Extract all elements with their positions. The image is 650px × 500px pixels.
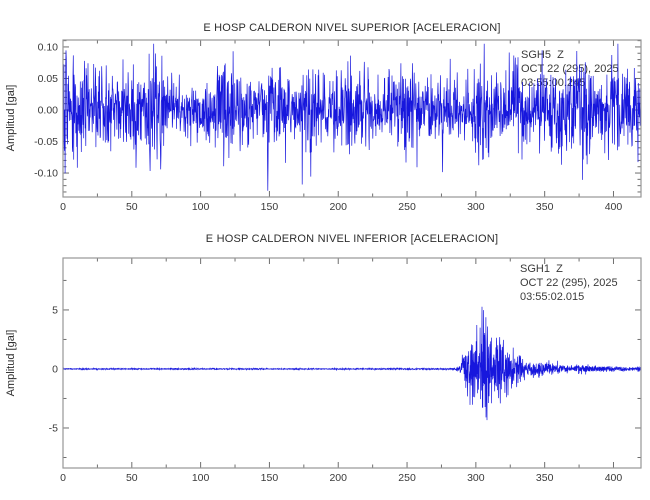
y-tick-label: 5 xyxy=(52,305,58,317)
trace-inferior xyxy=(62,306,642,421)
x-tick-label: 200 xyxy=(329,201,347,213)
x-tick-label: 300 xyxy=(467,201,485,213)
inferior-chart-svg: E HOSP CALDERON NIVEL INFERIOR [ACELERAC… xyxy=(5,233,642,484)
frame-superior xyxy=(62,39,642,198)
station-annotation-inferior: SGH1 Z OCT 22 (295), 2025 03:55:02.015 xyxy=(520,263,618,303)
y-tick-label: -0.05 xyxy=(34,136,58,148)
seismic-trace xyxy=(62,306,642,421)
y-tick-label: 0 xyxy=(52,364,58,376)
plot-frame xyxy=(62,39,642,198)
trace-superior xyxy=(62,43,642,191)
chart-title-superior: E HOSP CALDERON NIVEL SUPERIOR [ACELERAC… xyxy=(203,22,500,34)
x-tick-label: 0 xyxy=(60,201,66,213)
y-tick-label: -5 xyxy=(49,423,58,435)
plot-frame xyxy=(62,257,642,469)
frame-inferior xyxy=(62,257,642,469)
chart-title-inferior: E HOSP CALDERON NIVEL INFERIOR [ACELERAC… xyxy=(206,233,498,245)
y-tick-label: 0.00 xyxy=(38,105,59,117)
x-tick-label: 100 xyxy=(192,472,210,484)
chart-superior: E HOSP CALDERON NIVEL SUPERIOR [ACELERAC… xyxy=(0,0,650,228)
x-tick-label: 400 xyxy=(605,472,623,484)
y-axis-label-superior: Amplitud [gal] xyxy=(5,85,17,152)
x-tick-label: 0 xyxy=(60,472,66,484)
x-tick-label: 200 xyxy=(329,472,347,484)
station-code: SGH1 Z xyxy=(520,263,563,275)
station-time: 03:55:02.015 xyxy=(520,291,584,303)
y-axis-label-inferior: Amplitud [gal] xyxy=(5,330,17,397)
y-tick-label: 0.05 xyxy=(38,73,59,85)
x-tick-label: 350 xyxy=(536,472,554,484)
x-tick-label: 400 xyxy=(605,201,623,213)
chart-inferior: E HOSP CALDERON NIVEL INFERIOR [ACELERAC… xyxy=(0,228,650,500)
x-tick-label: 250 xyxy=(398,472,416,484)
superior-chart-svg: E HOSP CALDERON NIVEL SUPERIOR [ACELERAC… xyxy=(5,22,642,213)
station-date: OCT 22 (295), 2025 xyxy=(520,277,618,289)
x-tick-label: 350 xyxy=(536,201,554,213)
x-tick-label: 100 xyxy=(192,201,210,213)
x-tick-label: 150 xyxy=(261,201,279,213)
x-tick-label: 150 xyxy=(261,472,279,484)
station-code: SGH5 Z xyxy=(521,49,564,61)
y-tick-label: 0.10 xyxy=(38,42,59,54)
y-tick-label: -0.10 xyxy=(34,168,58,180)
x-tick-label: 50 xyxy=(126,472,138,484)
x-tick-label: 50 xyxy=(126,201,138,213)
x-tick-label: 300 xyxy=(467,472,485,484)
seismic-trace xyxy=(62,43,642,191)
station-date: OCT 22 (295), 2025 xyxy=(521,63,619,75)
x-tick-label: 250 xyxy=(398,201,416,213)
axes-superior: 0 50 100 150 200 250 300 350 400 0.10 0.05 0.00 -0.0… xyxy=(34,40,641,213)
